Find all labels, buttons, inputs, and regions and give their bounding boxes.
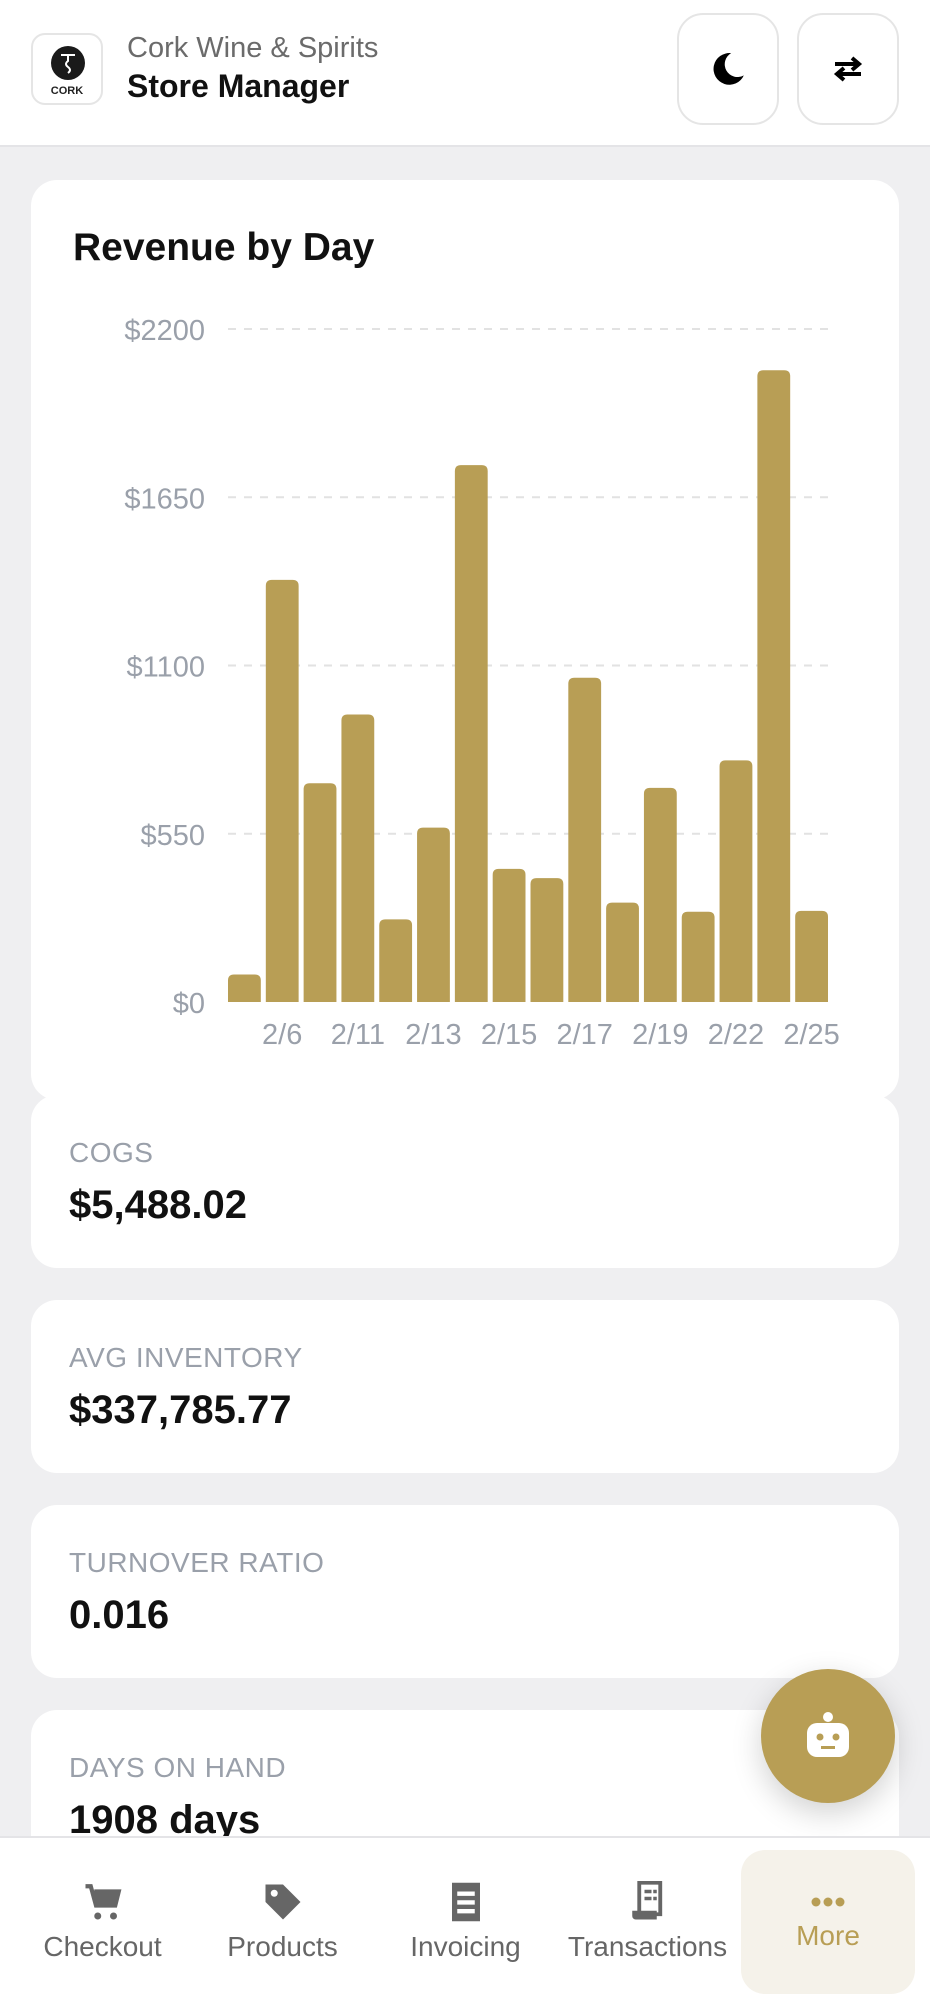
- cork-logo: CORK: [31, 33, 103, 105]
- y-tick-label: $550: [140, 820, 205, 852]
- nav-transactions[interactable]: Transactions: [555, 1850, 740, 1994]
- bar: [303, 783, 337, 1002]
- moon-icon: [713, 53, 744, 85]
- y-tick-label: $2200: [124, 315, 205, 347]
- nav-more[interactable]: More: [741, 1850, 915, 1994]
- metric-label: COGS: [69, 1137, 154, 1168]
- bar: [417, 827, 450, 1002]
- bar: [757, 370, 791, 1002]
- dark-mode-button[interactable]: [677, 13, 779, 125]
- metric-label: DAYS ON HAND: [69, 1752, 287, 1783]
- revenue-chart-card: Revenue by Day $0 $550 $1100 $1650 $2200 2/6 2…: [31, 180, 899, 1100]
- nav-invoicing[interactable]: Invoicing: [383, 1850, 548, 1994]
- x-tick-label: 2/15: [481, 1019, 537, 1051]
- more-dots-icon: [811, 1897, 845, 1907]
- x-tick-label: 2/6: [262, 1019, 302, 1051]
- bottom-nav: Checkout Products Invoicing Transactions…: [0, 1836, 930, 2000]
- metric-card-cogs: COGS $5,488.02: [31, 1095, 899, 1268]
- bar: [379, 919, 413, 1002]
- metric-value: 0.016: [69, 1593, 170, 1637]
- cart-icon: [85, 1884, 121, 1920]
- corkscrew-icon: [51, 46, 85, 80]
- revenue-bar-chart: $0 $550 $1100 $1650 $2200 2/6 2/11 2/13 2/15 2/17…: [124, 315, 839, 1051]
- switch-store-button[interactable]: [797, 13, 899, 125]
- metric-label: TURNOVER RATIO: [69, 1547, 325, 1578]
- metric-value: $337,785.77: [69, 1388, 292, 1432]
- robot-icon: [807, 1712, 849, 1757]
- y-tick-label: $1100: [127, 652, 206, 684]
- store-name: Cork Wine & Spirits: [127, 32, 379, 64]
- x-tick-label: 2/13: [405, 1019, 461, 1051]
- nav-checkout[interactable]: Checkout: [20, 1850, 185, 1994]
- logo-text: CORK: [50, 85, 84, 97]
- role-title: Store Manager: [127, 68, 350, 104]
- metric-value: $5,488.02: [69, 1183, 247, 1227]
- metric-label: AVG INVENTORY: [69, 1342, 303, 1373]
- assistant-button[interactable]: [761, 1669, 895, 1803]
- chart-title: Revenue by Day: [73, 226, 375, 269]
- bar: [341, 714, 375, 1002]
- bar: [643, 787, 677, 1002]
- bar: [606, 902, 639, 1002]
- bar: [719, 760, 753, 1002]
- bar: [265, 579, 299, 1002]
- receipt-icon: [451, 1882, 480, 1922]
- bar: [530, 878, 564, 1002]
- tag-icon: [265, 1884, 300, 1920]
- nav-products[interactable]: Products: [200, 1850, 365, 1994]
- swap-arrows-icon: [833, 56, 863, 82]
- bar: [492, 868, 526, 1002]
- bar: [795, 910, 828, 1002]
- x-tick-label: 2/22: [708, 1019, 764, 1051]
- bar: [228, 974, 261, 1002]
- app-header: CORK Cork Wine & Spirits Store Manager: [0, 0, 930, 147]
- x-tick-label: 2/17: [556, 1019, 612, 1051]
- bar: [454, 465, 488, 1003]
- bar: [681, 911, 715, 1002]
- y-tick-label: $1650: [124, 483, 205, 515]
- x-tick-label: 2/25: [783, 1019, 839, 1051]
- y-tick-label: $0: [173, 988, 205, 1020]
- metric-value: 1908 days: [69, 1798, 261, 1842]
- bar: [568, 677, 602, 1002]
- x-tick-label: 2/19: [632, 1019, 688, 1051]
- transactions-receipt-icon: [631, 1881, 662, 1920]
- x-tick-label: 2/11: [331, 1019, 385, 1051]
- metric-card-turnover-ratio: TURNOVER RATIO 0.016: [31, 1505, 899, 1678]
- metric-card-avg-inventory: AVG INVENTORY $337,785.77: [31, 1300, 899, 1473]
